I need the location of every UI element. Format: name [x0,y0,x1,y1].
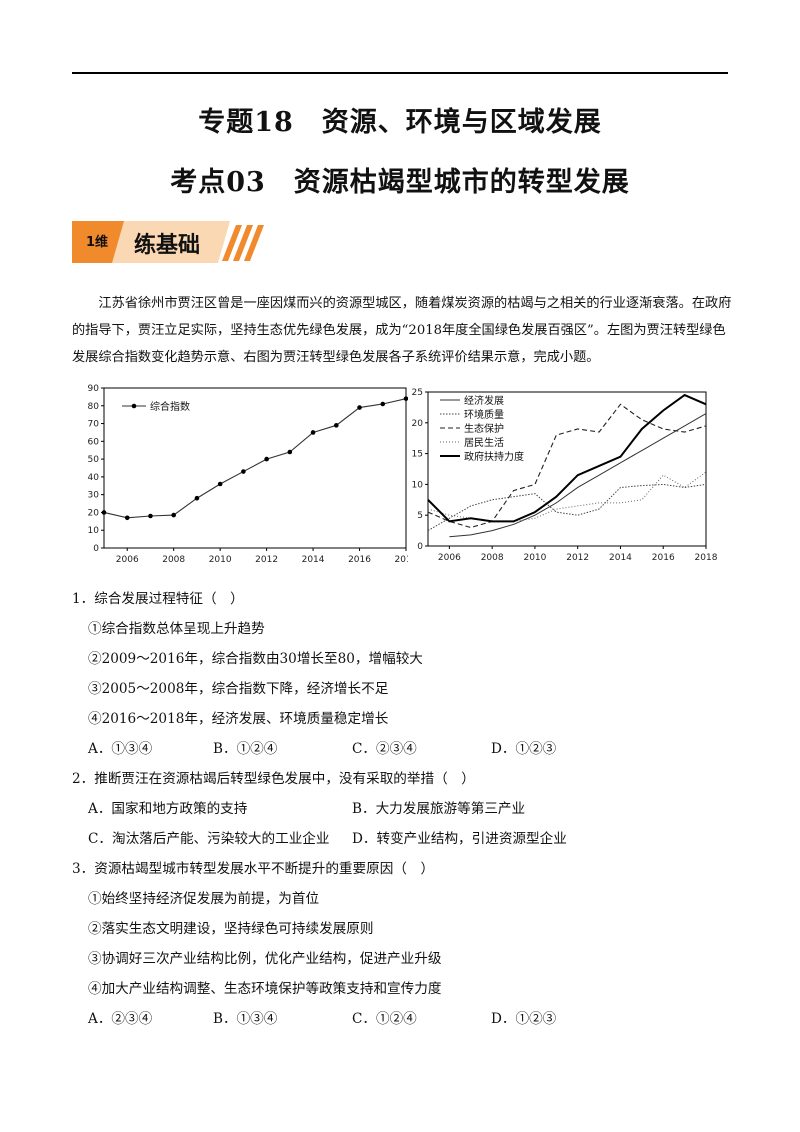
plot-frame [427,391,707,547]
q2-option-c[interactable]: C．淘汰落后产能、污染较大的工业企业 [88,831,330,847]
q3-option-b[interactable]: B．①③④ [213,1011,278,1027]
y-tick-label: 25 [412,388,423,398]
composite-index-chart: 0 10 20 30 40 50 60 70 80 90 2006 2008 2010 2012 2014 2… [88,384,408,565]
series-line [449,413,707,538]
q3-item: ④加大产业结构调整、生态环境保护等政策支持和宣传力度 [88,981,442,997]
x-tick-label: 2016 [348,555,371,565]
x-tick-label: 2016 [652,553,675,563]
y-tick-label: 60 [88,437,100,447]
data-point [241,469,246,474]
x-tick-label: 2006 [116,555,139,565]
y-tick-label: 20 [412,419,423,429]
top-rule [72,72,728,74]
data-point [310,430,316,435]
x-tick-label: 2012 [566,553,589,563]
y-tick-label: 80 [88,402,100,412]
q2-option-b[interactable]: B．大力发展旅游等第三产业 [352,801,526,817]
banner-level: 1维 [86,235,109,250]
section-banner: 1维 练基础 [72,221,272,263]
data-point [217,481,223,487]
x-tick-label: 2014 [302,555,325,565]
x-tick-label: 2014 [609,553,632,563]
y-tick-label: 15 [412,450,423,460]
page-subtitle: 考点03 资源枯竭型城市的转型发展 [170,167,630,198]
question-3: 3．资源枯竭型城市转型发展水平不断提升的重要原因（ ） [72,861,435,877]
q1-option-b[interactable]: B．①②④ [213,741,278,757]
y-tick-label: 20 [88,508,100,518]
y-tick-label: 0 [93,544,99,554]
data-point [171,512,176,518]
y-tick-label: 30 [88,491,100,501]
y-tick-label: 10 [88,526,100,536]
q1-option-c[interactable]: C．②③④ [352,741,417,757]
data-point [264,456,269,462]
q1-option-d[interactable]: D．①②③ [491,741,557,757]
data-point [334,423,339,428]
subsystem-chart: 0 5 10 15 20 25 2006 2008 2010 2012 2014 2016 2018 经济… [412,388,718,563]
q1-item: ③2005～2008年，综合指数下降，经济增长不足 [88,681,389,697]
banner-label: 练基础 [134,233,201,258]
q3-item: ③协调好三次产业结构比例，优化产业结构，促进产业升级 [88,951,442,967]
x-tick-label: 2010 [523,553,546,563]
q3-item: ①始终坚持经济促发展为前提，为首位 [88,891,320,907]
data-point [403,396,408,401]
q3-option-d[interactable]: D．①②③ [491,1011,557,1027]
series-line [103,398,407,519]
y-tick-label: 70 [88,420,100,430]
x-tick-label: 2008 [162,555,185,565]
q1-item: ②2009～2016年，综合指数由30增长至80，增幅较大 [88,651,423,667]
legend-label: 综合指数 [150,400,190,413]
plot-frame [103,387,407,549]
data-point [194,495,200,501]
data-point [287,449,293,455]
x-tick-label: 2018 [395,555,408,565]
y-tick-label: 10 [412,480,423,490]
legend-label: 居民生活 [464,436,504,449]
q1-item: ①综合指数总体呈现上升趋势 [88,621,265,637]
question-2: 2．推断贾汪在资源枯竭后转型绿色发展中，没有采取的举措（ ） [72,771,475,787]
x-tick-label: 2008 [481,553,504,563]
y-tick-label: 5 [417,511,423,521]
y-tick-label: 0 [417,542,423,552]
q3-option-c[interactable]: C．①②④ [352,1011,417,1027]
y-tick-label: 90 [88,384,100,394]
data-point [380,401,386,407]
x-tick-label: 2010 [209,555,232,565]
legend-label: 政府扶持力度 [464,450,524,463]
y-tick-label: 50 [88,455,100,465]
legend-label: 生态保护 [464,422,504,435]
q3-option-a[interactable]: A．②③④ [88,1011,153,1027]
data-point [357,405,362,410]
question-1: 1．综合发展过程特征（ ） [72,591,244,607]
legend-label: 环境质量 [464,408,504,421]
intro-paragraph: 江苏省徐州市贾汪区曾是一座因煤而兴的资源型城区，随着煤炭资源的枯竭与之相关的行业… [72,296,732,365]
legend-label: 经济发展 [464,394,504,407]
q2-option-d[interactable]: D．转变产业结构，引进资源型企业 [352,831,567,847]
x-tick-label: 2012 [255,555,278,565]
q3-item: ②落实生态文明建设，坚持绿色可持续发展原则 [88,921,374,937]
q1-option-a[interactable]: A．①③④ [88,741,153,757]
data-point [101,510,107,515]
q1-item: ④2016～2018年，经济发展、环境质量稳定增长 [88,711,389,727]
series-line [427,483,707,532]
banner-shape [72,221,264,263]
data-point [124,515,130,521]
q2-option-a[interactable]: A．国家和地方政策的支持 [88,801,248,817]
series-line [427,403,707,529]
x-tick-label: 2006 [438,553,461,563]
page-title: 专题18 资源、环境与区域发展 [198,107,602,138]
series-line [427,393,707,523]
data-point [148,513,153,519]
x-tick-label: 2018 [695,553,718,563]
legend-marker [131,403,137,409]
y-tick-label: 40 [88,473,100,483]
